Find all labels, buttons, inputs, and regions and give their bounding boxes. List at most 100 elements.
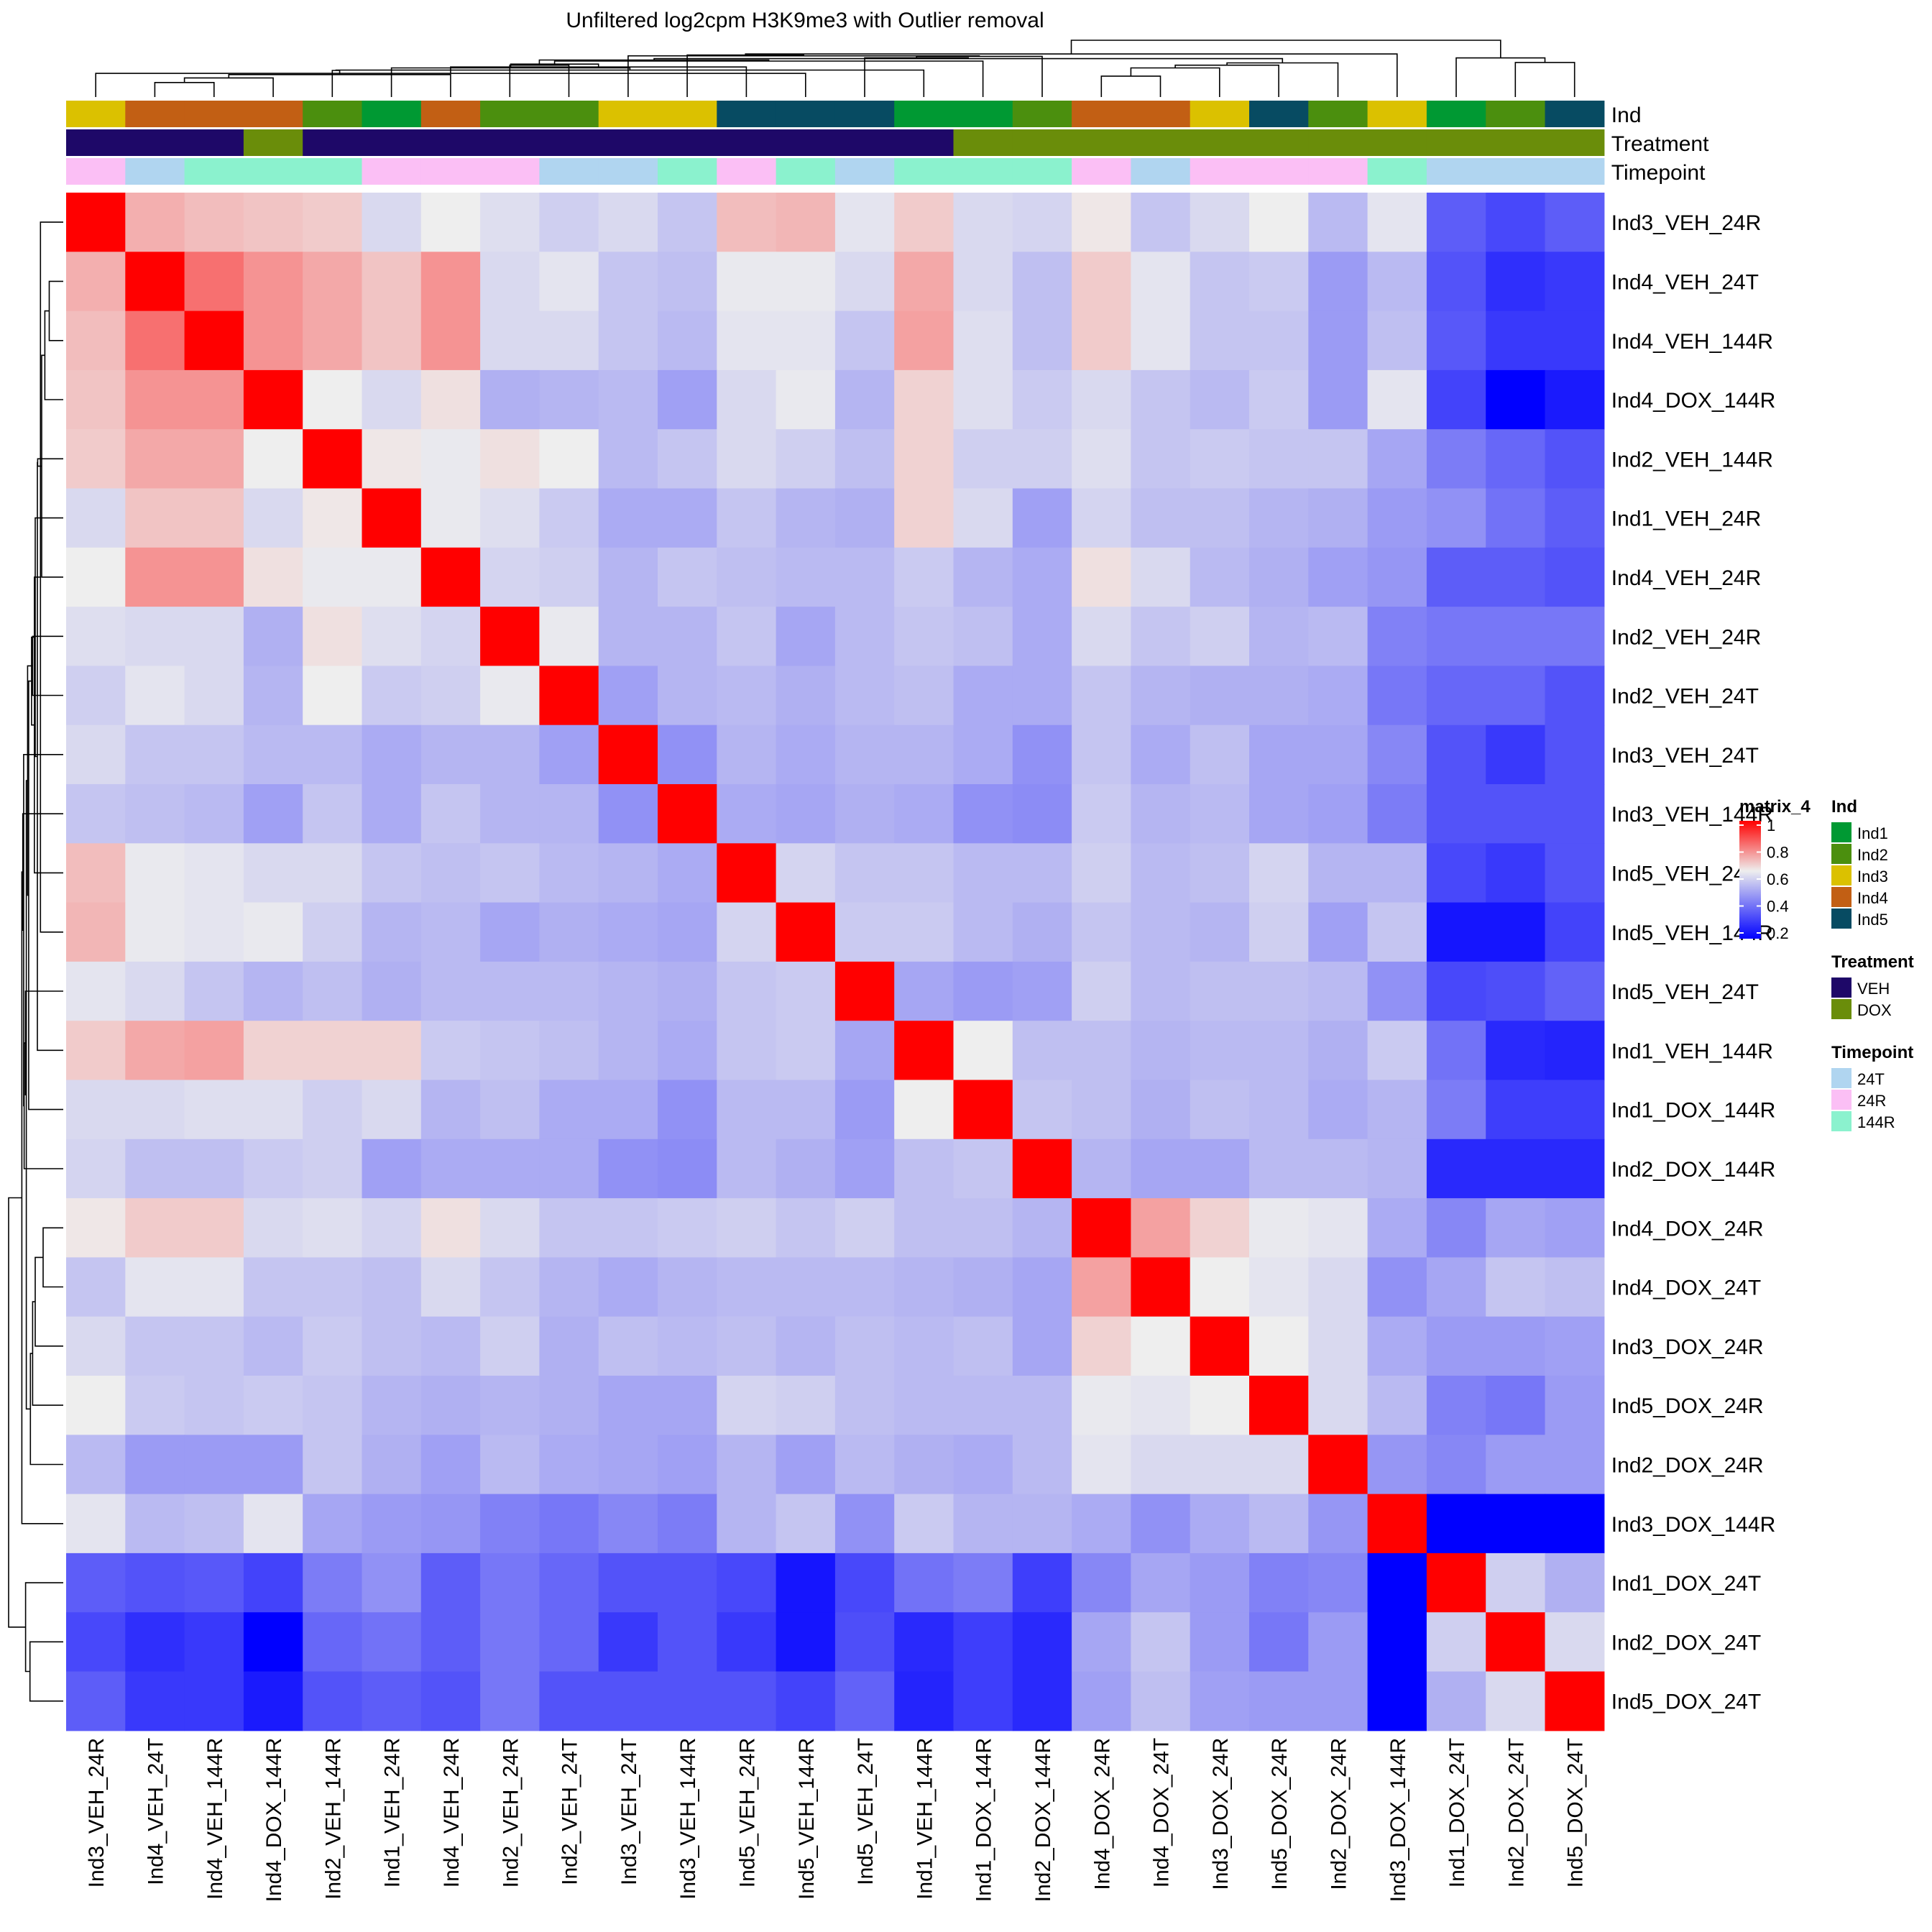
heatmap-cell — [894, 547, 954, 607]
heatmap-cell — [66, 429, 126, 489]
annotation-cell-timepoint — [1190, 158, 1250, 185]
heatmap-cell — [1249, 1080, 1309, 1140]
annotation-legend-swatch — [1831, 999, 1852, 1019]
heatmap-cell — [539, 902, 599, 962]
annotation-cell-ind — [480, 101, 540, 127]
heatmap-cell — [539, 961, 599, 1021]
heatmap-cell — [1367, 784, 1427, 844]
heatmap-cell — [243, 429, 303, 489]
heatmap-cell — [1426, 252, 1486, 312]
heatmap-cell — [1545, 843, 1605, 903]
heatmap-cell — [776, 666, 836, 726]
annotation-cell-timepoint — [598, 158, 658, 185]
heatmap-cell — [1486, 1671, 1546, 1731]
row-label: Ind5_DOX_24R — [1611, 1394, 1764, 1418]
annotation-cell-timepoint — [1249, 158, 1309, 185]
heatmap-cell — [1486, 1552, 1546, 1613]
annotation-cell-treatment — [1367, 129, 1427, 156]
heatmap-cell — [776, 961, 836, 1021]
heatmap-cell — [303, 429, 363, 489]
column-dendrogram — [95, 40, 1576, 97]
heatmap-cell — [894, 666, 954, 726]
annotation-cell-ind — [420, 101, 481, 127]
column-label: Ind2_VEH_144R — [321, 1738, 345, 1900]
heatmap-cell — [243, 1552, 303, 1613]
heatmap-cell — [776, 252, 836, 312]
heatmap-cell — [539, 193, 599, 252]
heatmap-cell — [1426, 666, 1486, 726]
heatmap-cell — [125, 488, 185, 548]
heatmap-cell — [1190, 724, 1250, 785]
annotation-cell-ind — [184, 101, 244, 127]
heatmap-cell — [658, 310, 717, 371]
heatmap-cell — [480, 666, 540, 726]
heatmap-cell — [125, 902, 185, 962]
heatmap-cell — [480, 369, 540, 430]
heatmap-cell — [953, 666, 1013, 726]
column-label: Ind3_VEH_24R — [85, 1738, 109, 1887]
heatmap-cell — [303, 607, 363, 666]
heatmap-cell — [658, 547, 717, 607]
heatmap-cell — [953, 369, 1013, 430]
heatmap-cell — [420, 961, 481, 1021]
heatmap-cell — [480, 1257, 540, 1317]
heatmap-cell — [717, 1138, 777, 1199]
heatmap-cell — [1131, 1198, 1191, 1258]
heatmap-cell — [1545, 1138, 1605, 1199]
heatmap-cells — [66, 193, 1605, 1731]
heatmap-cell — [1072, 961, 1131, 1021]
heatmap-cell — [303, 252, 363, 312]
annotation-cell-timepoint — [480, 158, 540, 185]
heatmap-cell — [184, 1316, 244, 1376]
heatmap-cell — [420, 1376, 481, 1435]
heatmap-cell — [598, 1435, 658, 1495]
heatmap-cell — [834, 961, 895, 1021]
heatmap-cell — [1190, 607, 1250, 666]
heatmap-cell — [184, 784, 244, 844]
column-label: Ind2_VEH_24R — [499, 1738, 523, 1887]
heatmap-cell — [894, 1552, 954, 1613]
heatmap-cell — [1308, 1138, 1368, 1199]
heatmap-cell — [953, 252, 1013, 312]
heatmap-cell — [1072, 1198, 1131, 1258]
heatmap-cell — [1012, 1316, 1072, 1376]
heatmap-cell — [834, 429, 895, 489]
heatmap-cell — [1131, 784, 1191, 844]
heatmap-cell — [420, 1435, 481, 1495]
heatmap-cell — [1486, 1376, 1546, 1435]
heatmap-cell — [125, 843, 185, 903]
column-label: Ind5_VEH_24R — [735, 1738, 759, 1887]
annotation-cell-ind — [1545, 101, 1605, 127]
annotation-legend-swatch — [1831, 887, 1852, 907]
heatmap-cell — [1308, 1080, 1368, 1140]
column-dendrogram-branch — [390, 67, 631, 97]
annotation-bars — [66, 101, 1605, 185]
row-label: Ind3_DOX_144R — [1611, 1513, 1776, 1537]
heatmap-cell — [539, 843, 599, 903]
annotation-cell-treatment — [717, 129, 777, 156]
annotation-legend-swatch — [1831, 978, 1852, 998]
annotation-cell-treatment — [1486, 129, 1546, 156]
annotation-cell-treatment — [1190, 129, 1250, 156]
heatmap-cell — [953, 1257, 1013, 1317]
heatmap-cell — [1072, 193, 1131, 252]
annotation-cell-ind — [66, 101, 126, 127]
heatmap-cell — [184, 1552, 244, 1613]
heatmap-cell — [539, 369, 599, 430]
heatmap-cell — [66, 902, 126, 962]
heatmap-cell — [598, 607, 658, 666]
heatmap-cell — [658, 1138, 717, 1199]
color-legend-tick: 0.8 — [1767, 844, 1789, 862]
heatmap-cell — [834, 1435, 895, 1495]
heatmap-cell — [539, 1138, 599, 1199]
heatmap-cell — [1426, 1021, 1486, 1081]
heatmap-cell — [658, 369, 717, 430]
heatmap-cell — [539, 547, 599, 607]
annotation-cell-timepoint — [658, 158, 717, 185]
heatmap-cell — [1426, 961, 1486, 1021]
heatmap-cell — [953, 1435, 1013, 1495]
heatmap-cell — [1486, 429, 1546, 489]
heatmap-cell — [420, 252, 481, 312]
heatmap-cell — [953, 1376, 1013, 1435]
heatmap-cell — [243, 310, 303, 371]
